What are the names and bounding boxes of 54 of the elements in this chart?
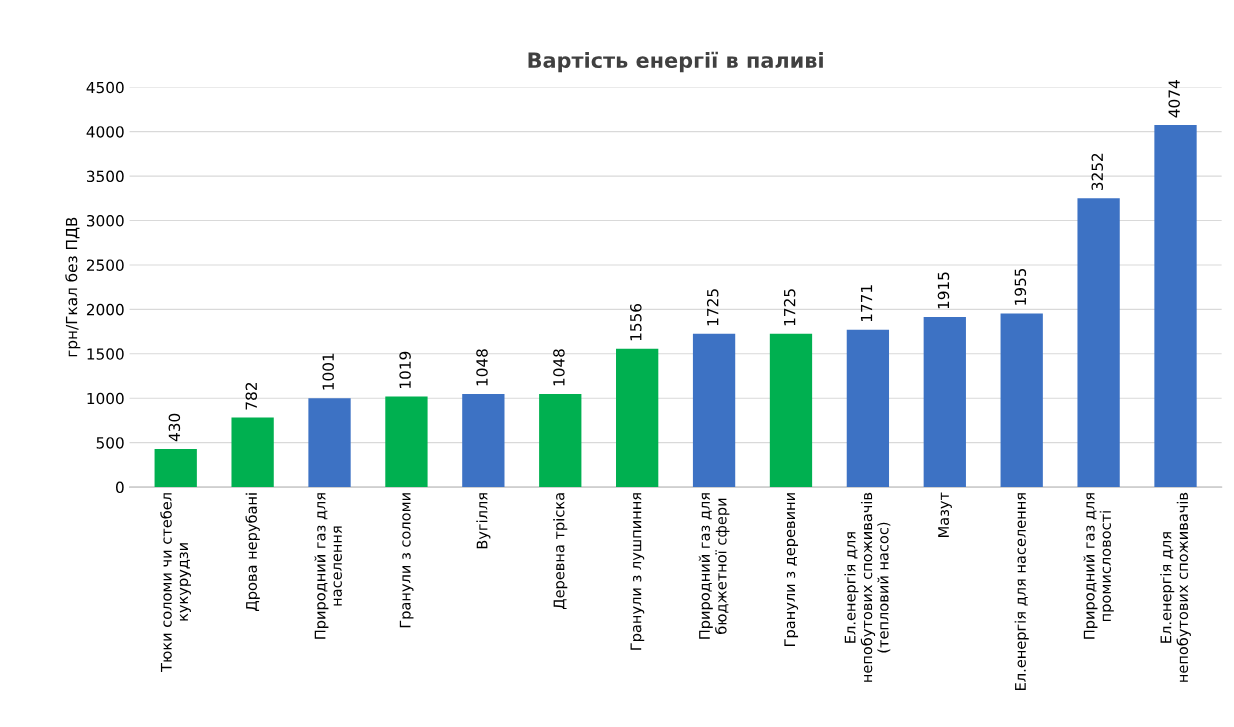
- x-tick-label: Природний газ для населення: [314, 493, 342, 639]
- y-tick-label: 500: [96, 437, 124, 449]
- data-label: 1048: [553, 349, 565, 386]
- bar: [769, 333, 813, 488]
- y-tick-label: 0: [116, 481, 124, 494]
- x-tick-label: Мазут: [938, 492, 952, 537]
- data-label: 4074: [1168, 80, 1180, 118]
- x-tick-label: Дрова нерубані: [245, 493, 260, 611]
- bar: [154, 448, 197, 488]
- y-tick-label: 4500: [86, 81, 124, 94]
- data-label: 3252: [1091, 153, 1104, 191]
- bar: [1154, 125, 1197, 488]
- y-tick-label: 2500: [86, 259, 124, 271]
- bar: [923, 316, 966, 488]
- y-tick-label: 4000: [86, 126, 124, 138]
- x-tick-label: Тюки соломи чи стебел кукурудзи: [160, 493, 191, 672]
- data-label: 1001: [322, 353, 334, 390]
- chart-title: Вартість енергії в паливі: [528, 51, 823, 73]
- data-label: 1955: [1014, 268, 1027, 305]
- x-tick-label: Деревна тріска: [553, 493, 568, 610]
- y-tick-label: 3500: [86, 170, 124, 183]
- x-tick-label: Природний газ для промисловості: [1083, 493, 1114, 639]
- bar: [308, 398, 351, 488]
- y-tick-label: 3000: [86, 214, 124, 227]
- bar: [231, 417, 274, 488]
- bar: [1077, 198, 1120, 488]
- bar: [539, 393, 582, 488]
- x-tick-label: Гранули з деревини: [784, 493, 799, 646]
- data-label: 1771: [860, 285, 873, 322]
- x-tick-label: Ел.енергія для непобутових споживачів: [1160, 492, 1191, 682]
- y-tick-label: 2000: [86, 303, 124, 316]
- bar: [1000, 313, 1043, 488]
- data-label: 1019: [399, 351, 411, 388]
- x-tick-label: Гранули з соломи: [399, 493, 414, 628]
- x-tick-label: Ел.енергія для населення: [1014, 493, 1029, 690]
- y-axis-title: грн/Гкал без ПДВ: [65, 217, 81, 357]
- x-tick-label: Природний газ для бюджетної сфери: [698, 493, 730, 639]
- data-label: 782: [245, 383, 258, 410]
- bar: [692, 333, 736, 488]
- x-tick-label: Ел.енергія для непобутових споживачів (тепловий насос): [844, 492, 891, 682]
- data-label: 1556: [630, 303, 642, 341]
- data-label: 1915: [937, 272, 950, 309]
- data-label: 1725: [783, 289, 796, 326]
- bar: [462, 393, 505, 488]
- bar: [846, 329, 890, 488]
- data-label: 430: [168, 413, 181, 442]
- x-tick-label: Гранули з лушпиння: [630, 493, 645, 650]
- y-tick-label: 1000: [87, 392, 124, 405]
- y-tick-label: 1500: [87, 348, 124, 360]
- bar: [385, 396, 428, 488]
- data-label: 1725: [706, 289, 719, 326]
- bar: [616, 348, 659, 488]
- x-tick-label: Вугілля: [476, 493, 491, 549]
- data-label: 1048: [476, 349, 488, 386]
